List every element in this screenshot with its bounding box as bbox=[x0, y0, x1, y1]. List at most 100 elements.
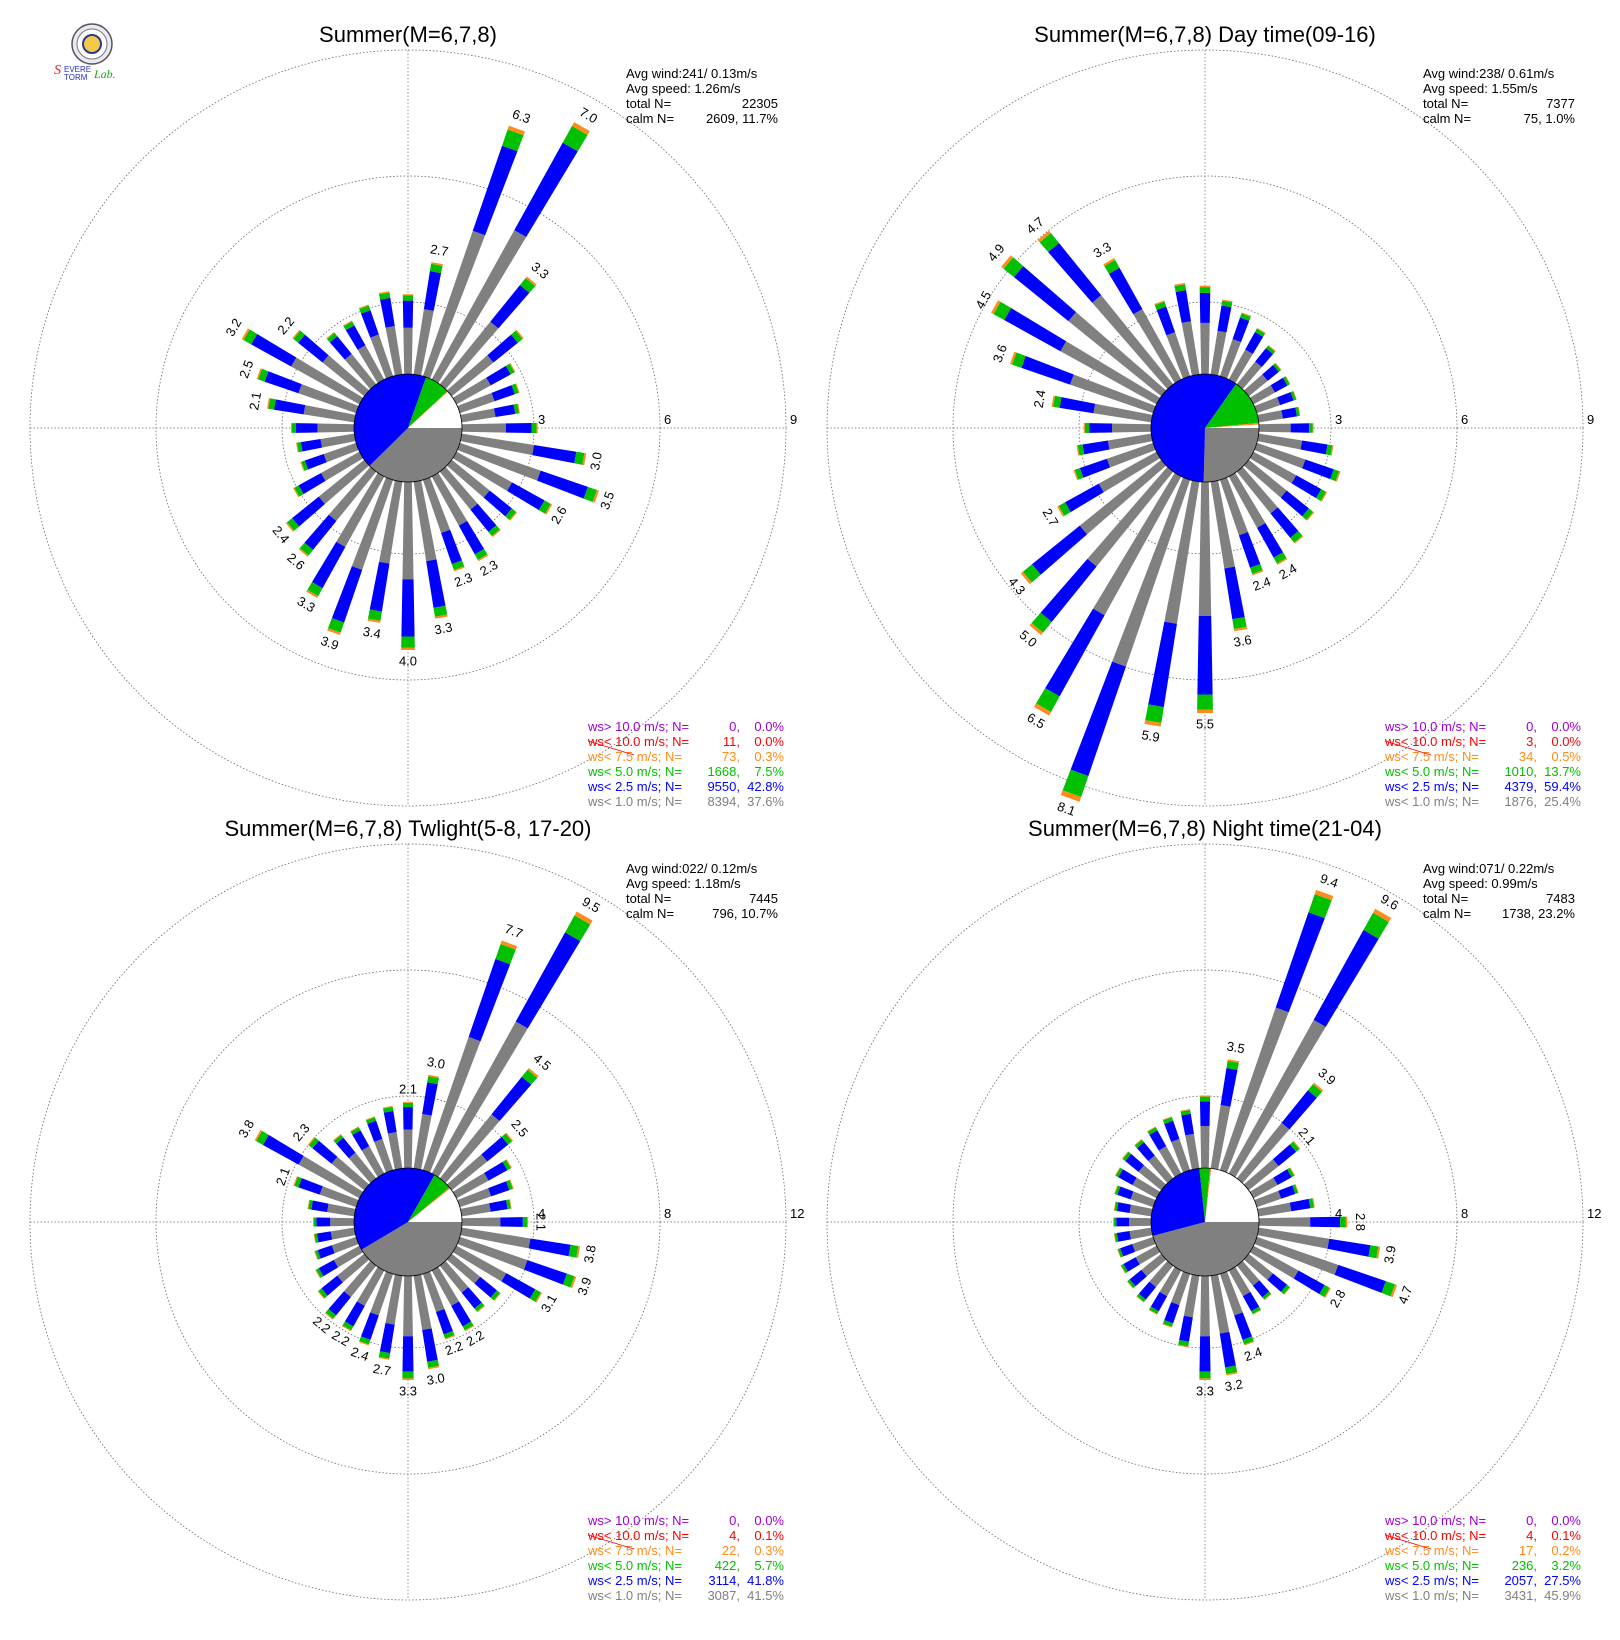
legend-count: 422, bbox=[715, 1558, 740, 1573]
bar-value-label: 4.7 bbox=[1395, 1284, 1415, 1306]
stat-avg-speed: Avg speed: 1.55m/s bbox=[1423, 81, 1538, 96]
bar-dir-230 bbox=[1126, 1253, 1167, 1289]
bar-dir-190: 3.4 bbox=[362, 480, 403, 642]
bar-segment bbox=[1295, 406, 1300, 417]
bar-segment bbox=[1294, 1184, 1299, 1193]
bar-value-label: 3.2 bbox=[223, 316, 245, 339]
bar-segment bbox=[296, 423, 318, 433]
bar-dir-120: 3.1 bbox=[452, 1245, 560, 1315]
bar-segment bbox=[562, 125, 588, 152]
bar-dir-110: 3.5 bbox=[457, 442, 617, 512]
bar-dir-330 bbox=[343, 320, 385, 384]
bar-segment bbox=[1309, 423, 1313, 433]
bar-segment bbox=[1243, 459, 1287, 498]
bar-segment bbox=[367, 1120, 383, 1142]
bar-segment bbox=[296, 442, 299, 453]
bar-segment bbox=[1166, 332, 1191, 379]
bar-segment bbox=[322, 355, 370, 397]
bar-segment bbox=[1079, 459, 1167, 535]
bar-segment bbox=[336, 1137, 356, 1159]
bar-dir-200: 3.9 bbox=[319, 477, 394, 653]
bar-segment bbox=[1314, 889, 1334, 901]
pie-slice bbox=[408, 1188, 451, 1222]
bar-value-label: 4.5 bbox=[530, 1050, 553, 1073]
bar-segment bbox=[525, 276, 537, 287]
bar-dir-350 bbox=[1180, 1109, 1200, 1170]
bar-segment bbox=[1060, 790, 1082, 802]
bar-segment bbox=[383, 1110, 397, 1134]
bar-segment bbox=[574, 451, 585, 465]
bar-segment bbox=[502, 129, 524, 152]
bar-segment bbox=[367, 609, 382, 621]
bar-dir-340 bbox=[1162, 1116, 1191, 1173]
bar-dir-80 bbox=[1257, 1198, 1315, 1217]
bar-segment bbox=[1254, 397, 1281, 414]
bar-segment bbox=[484, 1161, 508, 1181]
bar-dir-300: 3.8 bbox=[235, 1117, 364, 1199]
bar-segment bbox=[464, 1325, 475, 1332]
pie-slice bbox=[408, 1187, 451, 1222]
bar-segment bbox=[507, 125, 526, 136]
bar-segment bbox=[1294, 535, 1304, 544]
bar-segment bbox=[1107, 433, 1153, 450]
bar-segment bbox=[506, 1179, 513, 1191]
bar-segment bbox=[505, 508, 517, 520]
legend-label: ws< 10.0 m/s; N= bbox=[1384, 734, 1486, 749]
bar-segment bbox=[318, 1288, 328, 1299]
legend-count: 11, bbox=[723, 734, 740, 749]
bar-segment bbox=[378, 1356, 390, 1360]
bar-segment bbox=[1236, 466, 1278, 514]
stat-total-value: 7445 bbox=[749, 891, 778, 906]
bar-segment bbox=[495, 943, 516, 965]
bar-dir-40: 3.9 bbox=[1236, 1065, 1339, 1184]
bar-segment bbox=[379, 480, 403, 564]
pie-slice bbox=[1205, 1168, 1211, 1222]
bar-segment bbox=[500, 1217, 523, 1227]
bar-segment bbox=[457, 1188, 492, 1208]
bar-value-label: 4.9 bbox=[984, 241, 1007, 264]
ring-label: 8 bbox=[1461, 1206, 1468, 1221]
bar-dir-60 bbox=[1249, 376, 1291, 405]
pie-slice bbox=[1151, 1168, 1205, 1236]
bar-segment bbox=[1219, 1271, 1243, 1316]
bar-segment bbox=[359, 1336, 371, 1345]
bar-segment bbox=[1021, 356, 1074, 385]
bar-segment bbox=[1293, 390, 1297, 400]
bar-segment bbox=[251, 333, 297, 367]
bar-segment bbox=[474, 1302, 485, 1312]
bar-dir-70 bbox=[1254, 1184, 1299, 1208]
bar-segment bbox=[1270, 507, 1299, 538]
bar-segment bbox=[1087, 466, 1174, 567]
bar-segment bbox=[1308, 1198, 1315, 1209]
bar-segment bbox=[528, 1238, 571, 1257]
bar-segment bbox=[1267, 1273, 1288, 1292]
bar-segment bbox=[511, 330, 523, 343]
wind-rose-panel-2: 3 6 92.42.43.65.55.98.16.55.04.32.72.43.64… bbox=[826, 22, 1594, 819]
stat-avg-speed: Avg speed: 1.18m/s bbox=[626, 876, 741, 891]
bar-segment bbox=[1293, 1270, 1325, 1295]
bar-segment bbox=[431, 230, 527, 384]
bar-dir-150 bbox=[1228, 1266, 1262, 1315]
bar-value-label: 2.7 bbox=[372, 1361, 392, 1379]
bar-segment bbox=[403, 327, 413, 374]
stat-total-label: total N= bbox=[1423, 891, 1468, 906]
bar-dir-140 bbox=[1236, 466, 1304, 544]
bar-dir-240 bbox=[293, 451, 364, 498]
bar-segment bbox=[1302, 508, 1314, 520]
bar-segment bbox=[374, 1138, 394, 1173]
bar-segment bbox=[1012, 352, 1026, 368]
bar-segment bbox=[402, 294, 414, 296]
bar-segment bbox=[256, 368, 263, 380]
bar-segment bbox=[315, 1269, 321, 1279]
bar-segment bbox=[325, 1309, 337, 1319]
bar-segment bbox=[387, 1132, 403, 1170]
bar-dir-260 bbox=[1076, 433, 1153, 456]
pie-slice bbox=[1152, 1222, 1259, 1277]
bar-segment bbox=[369, 561, 390, 612]
bar-segment bbox=[1242, 1291, 1260, 1312]
bar-segment bbox=[1181, 1113, 1194, 1136]
bar-segment bbox=[241, 328, 250, 341]
ring-label: 3 bbox=[538, 412, 545, 427]
bar-segment bbox=[1254, 1190, 1282, 1208]
bar-segment bbox=[378, 1351, 391, 1359]
